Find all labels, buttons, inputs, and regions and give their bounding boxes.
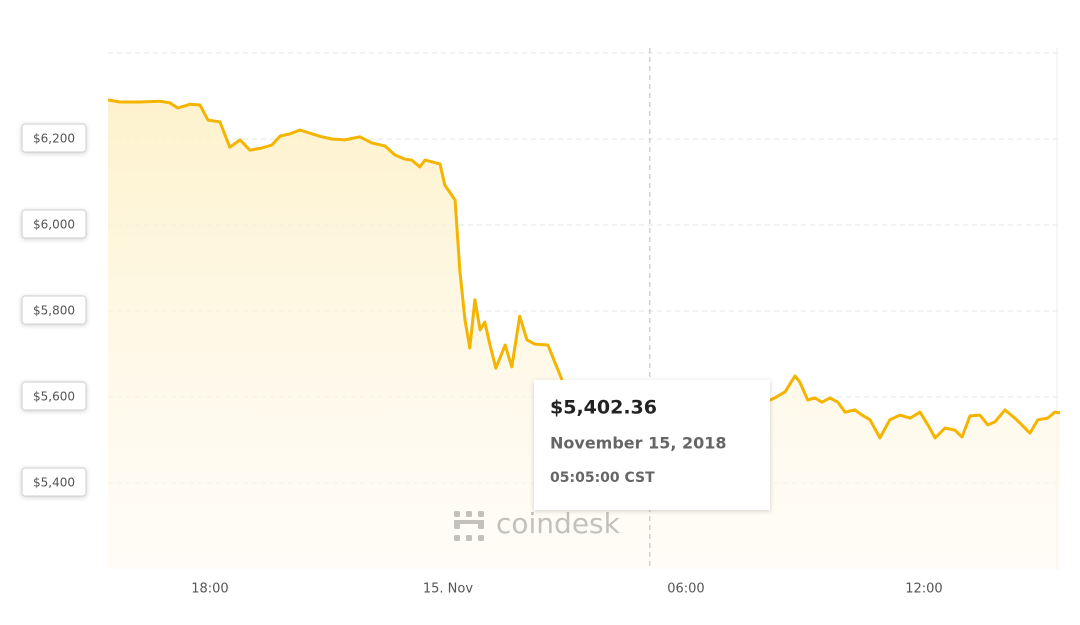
area-fill — [108, 99, 1060, 570]
price-line — [107, 98, 1061, 484]
watermark-icon-bar — [454, 520, 484, 524]
watermark-icon-dot — [454, 523, 460, 529]
y-tick-box — [21, 381, 87, 411]
y-tick-box — [21, 295, 87, 325]
x-tick-label: 12:00 — [905, 582, 942, 597]
watermark: coindesk — [454, 507, 621, 541]
watermark-icon-dot — [454, 535, 460, 541]
y-tick-box — [21, 209, 87, 239]
y-tick-box — [21, 467, 87, 497]
y-tick-label: $5,600 — [33, 390, 75, 404]
x-tick-label: 18:00 — [191, 582, 228, 597]
watermark-icon-dot — [466, 535, 472, 541]
watermark-icon-dot — [454, 511, 460, 517]
tooltip-date: November 15, 2018 — [550, 433, 727, 452]
watermark-icon-dot — [478, 523, 484, 529]
y-tick-label: $5,400 — [33, 476, 75, 490]
watermark-text: coindesk — [496, 507, 621, 540]
tooltip-time: 05:05:00 CST — [550, 470, 655, 486]
y-tick-label: $6,000 — [33, 218, 75, 232]
watermark-icon-dot — [478, 535, 484, 541]
x-tick-label: 15. Nov — [423, 582, 473, 597]
y-tick-label: $6,200 — [33, 132, 75, 146]
x-tick-label: 06:00 — [667, 582, 704, 597]
tooltip-box — [534, 379, 770, 510]
y-tick-label: $5,800 — [33, 304, 75, 318]
watermark-icon-dot — [478, 511, 484, 517]
watermark-icon-dot — [466, 511, 472, 517]
y-tick-box — [21, 123, 87, 153]
tooltip-value: $5,402.36 — [550, 396, 657, 418]
